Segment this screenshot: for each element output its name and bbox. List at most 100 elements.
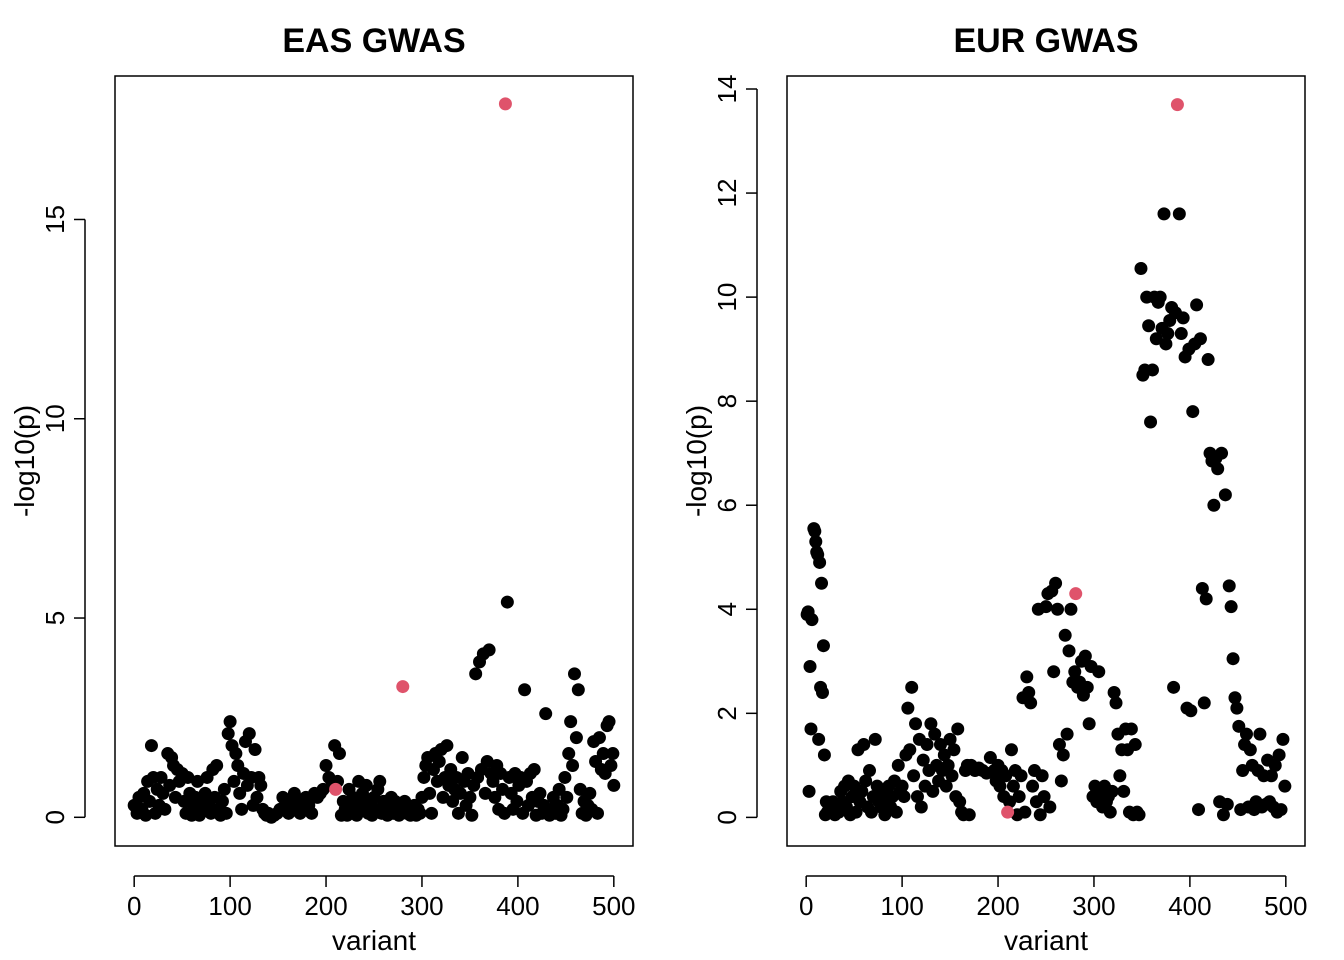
data-point — [417, 770, 431, 784]
data-point — [567, 667, 581, 681]
data-point — [941, 758, 955, 772]
data-point — [1024, 696, 1038, 710]
data-point — [1161, 327, 1175, 341]
data-point — [897, 790, 911, 804]
data-point — [1132, 808, 1146, 822]
plot-frame — [786, 75, 1306, 847]
data-point — [602, 715, 616, 729]
data-point — [1274, 803, 1288, 817]
data-point — [1230, 701, 1244, 715]
x-tick-label: 500 — [1264, 891, 1307, 921]
data-point — [943, 732, 957, 746]
highlight-point — [498, 97, 512, 111]
highlight-points — [329, 97, 512, 796]
data-point — [482, 643, 496, 657]
data-point — [440, 739, 454, 753]
data-point — [937, 748, 951, 762]
y-tick-label: 4 — [712, 602, 742, 616]
data-point — [1117, 784, 1131, 798]
data-point — [1201, 353, 1215, 367]
data-point — [1193, 332, 1207, 346]
data-point — [1220, 797, 1234, 811]
x-tick-label: 200 — [304, 891, 347, 921]
data-point — [1159, 337, 1173, 351]
data-point — [1167, 680, 1181, 694]
data-point — [1174, 327, 1188, 341]
data-point — [1105, 784, 1119, 798]
data-point — [305, 806, 319, 820]
data-point — [1149, 332, 1163, 346]
data-point — [1056, 748, 1070, 762]
data-point — [993, 779, 1007, 793]
data-point — [910, 790, 924, 804]
y-tick-label: 10 — [712, 283, 742, 312]
x-tick-label: 400 — [1168, 891, 1211, 921]
data-point — [332, 747, 346, 761]
data-point — [1124, 722, 1138, 736]
data-point — [905, 680, 919, 694]
chart-title: EUR GWAS — [953, 22, 1138, 60]
highlight-point — [1001, 805, 1015, 819]
data-point — [463, 790, 477, 804]
data-point — [809, 535, 823, 549]
data-point — [527, 762, 541, 776]
data-point — [1035, 769, 1049, 783]
data-point — [592, 731, 606, 745]
data-point — [219, 806, 233, 820]
data-point — [1224, 600, 1238, 614]
data-point — [1006, 779, 1020, 793]
data-point — [1078, 649, 1092, 663]
data-point — [1190, 298, 1204, 312]
data-point — [1186, 405, 1200, 419]
data-point — [855, 784, 869, 798]
data-point — [1060, 727, 1074, 741]
data-point — [1039, 600, 1053, 614]
data-point — [1062, 644, 1076, 658]
x-tick-label: 100 — [208, 891, 251, 921]
data-point — [889, 805, 903, 819]
data-point — [1003, 795, 1017, 809]
data-point — [1253, 727, 1267, 741]
data-point — [859, 774, 873, 788]
data-point — [465, 808, 479, 822]
data-point — [254, 778, 268, 792]
data-point — [210, 758, 224, 772]
data-point — [803, 660, 817, 674]
data-point — [1058, 628, 1072, 642]
data-point — [1012, 790, 1026, 804]
data-point — [1064, 602, 1078, 616]
x-tick-label: 100 — [880, 891, 923, 921]
data-point — [1080, 680, 1094, 694]
highlight-points — [1001, 98, 1184, 819]
data-point — [953, 795, 967, 809]
data-point — [1103, 805, 1117, 819]
data-point — [1176, 311, 1190, 325]
highlight-point — [396, 680, 410, 694]
data-point — [293, 806, 307, 820]
data-point — [1153, 290, 1167, 304]
data-point — [808, 524, 822, 538]
data-point — [558, 770, 572, 784]
x-tick-label: 0 — [799, 891, 813, 921]
data-point — [816, 639, 830, 653]
data-point — [154, 770, 168, 784]
data-point — [1272, 748, 1286, 762]
data-point — [1018, 805, 1032, 819]
data-point — [1026, 779, 1040, 793]
x-tick-label: 0 — [127, 891, 141, 921]
data-point — [891, 758, 905, 772]
data-point — [1134, 262, 1148, 275]
data-point — [914, 800, 928, 814]
data-point — [1184, 704, 1198, 718]
data-point — [235, 802, 249, 816]
data-point — [945, 769, 959, 783]
highlight-point — [1170, 98, 1184, 112]
y-tick-label: 2 — [712, 706, 742, 720]
data-point — [606, 747, 620, 761]
data-point — [423, 786, 437, 800]
data-point — [248, 743, 262, 757]
data-point — [1218, 488, 1232, 502]
data-point — [566, 758, 580, 772]
data-point — [500, 595, 514, 609]
